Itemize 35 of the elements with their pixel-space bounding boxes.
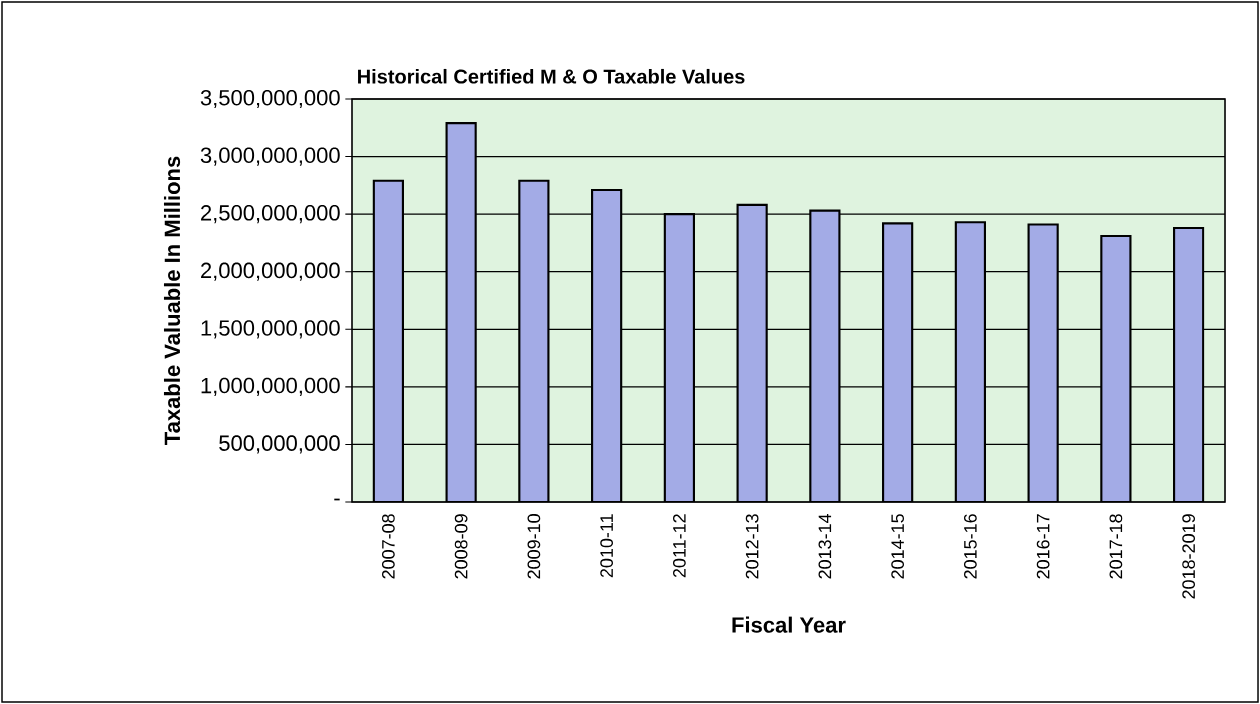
bar	[663, 213, 695, 502]
x-tick-label: 2017-18	[1109, 514, 1123, 579]
x-tick-label: 2010-11	[600, 514, 613, 578]
x-tick-label: 2012-13	[745, 514, 759, 579]
x-tick-label: 2011-12	[673, 514, 686, 578]
bar	[1100, 234, 1132, 502]
chart-title: Historical Certified M & O Taxable Values	[358, 68, 745, 84]
y-tick-label: 3,500,000,000	[200, 89, 340, 109]
y-tick-label: -	[334, 498, 340, 501]
y-axis-title: Taxable Valuable In Millions	[163, 156, 181, 445]
bar	[954, 221, 986, 502]
x-tick-label: 2018-2019	[1182, 514, 1195, 599]
y-tick-label: 2,500,000,000	[201, 205, 340, 224]
bar	[591, 188, 623, 502]
y-tick-label: 3,000,000,000	[200, 147, 340, 166]
x-tick-label: 2013-14	[818, 513, 832, 579]
y-tick-label: 1,500,000,000	[201, 320, 340, 339]
bar	[809, 209, 841, 502]
y-tick-label: 2,000,000,000	[201, 262, 340, 281]
x-tick-label: 2007-08	[382, 514, 395, 579]
x-axis-title: Fiscal Year	[732, 616, 846, 633]
x-tick-label: 2009-10	[527, 514, 541, 579]
bar	[736, 203, 768, 502]
bar	[1173, 226, 1205, 502]
y-tick-label: 500,000,000	[219, 435, 340, 454]
bar	[372, 179, 404, 502]
bar	[882, 222, 914, 502]
x-tick-label: 2016-17	[1036, 514, 1050, 579]
x-tick-label: 2014-15	[891, 514, 904, 579]
bar	[518, 179, 550, 502]
bar	[445, 122, 477, 502]
x-tick-label: 2008-09	[454, 514, 468, 579]
x-tick-label: 2015-16	[964, 514, 977, 579]
y-tick-label: 1,000,000,000	[201, 377, 340, 396]
bar	[1027, 223, 1059, 502]
